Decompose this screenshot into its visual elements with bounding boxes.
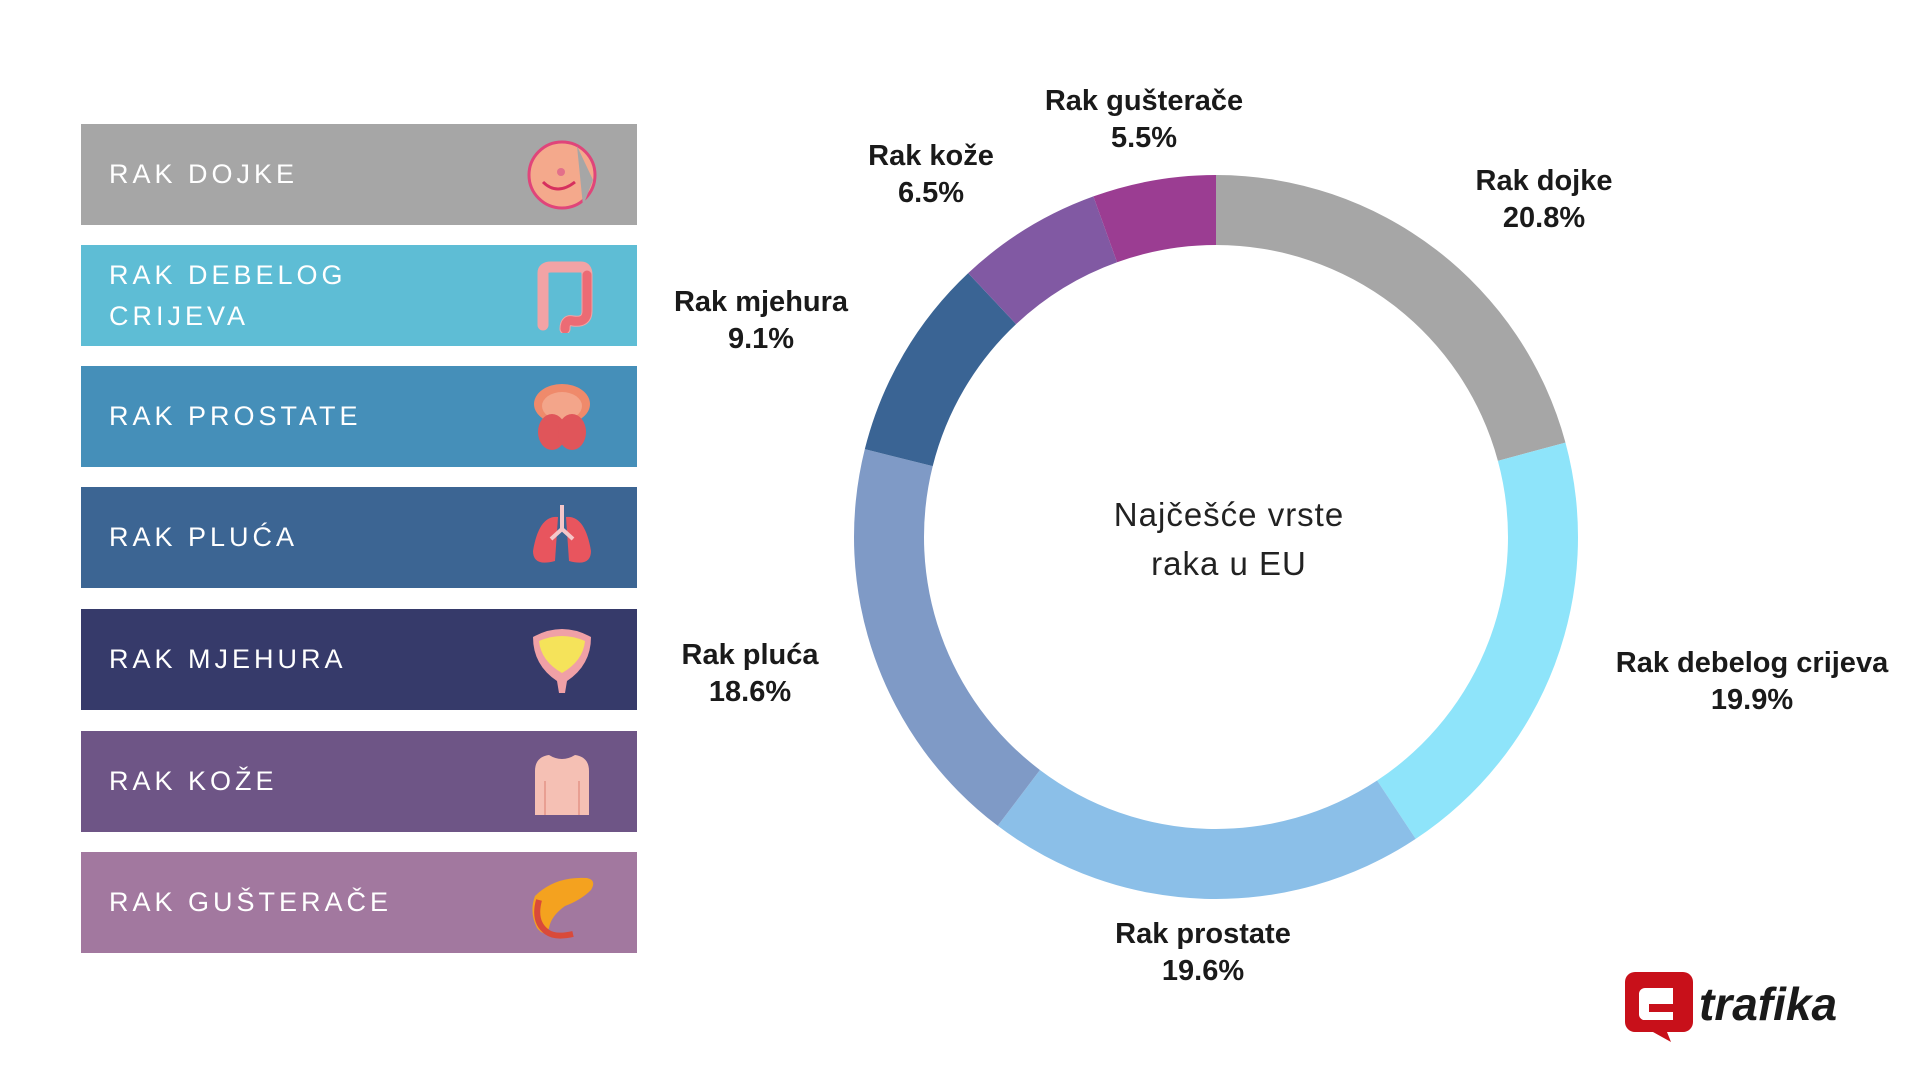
pancreas-icon xyxy=(532,877,594,939)
slice-label-name: Rak mjehura xyxy=(673,286,849,318)
slice-label-name: Rak prostate xyxy=(1115,918,1291,950)
legend-row-label: RAK KOŽE xyxy=(109,766,278,796)
donut-slice-2 xyxy=(997,769,1416,900)
legend-row-label: RAK GUŠTERAČE xyxy=(109,887,393,917)
legend-row: RAK PLUĆA xyxy=(81,487,637,588)
legend-row: RAK GUŠTERAČE xyxy=(81,852,637,953)
slice-label-value: 6.5% xyxy=(897,177,965,209)
donut-slice-3 xyxy=(853,449,1040,826)
slice-label-name: Rak dojke xyxy=(1475,165,1613,197)
slice-label: Rak kože 6.5% xyxy=(868,138,994,212)
slice-label: Rak pluća 18.6% xyxy=(682,637,819,711)
center-title-line-2: raka u EU xyxy=(1151,545,1307,582)
slice-label-value: 19.6% xyxy=(1161,955,1245,987)
legend-row-label: RAK PROSTATE xyxy=(109,401,362,431)
slice-label-value: 5.5% xyxy=(1110,122,1178,154)
slice-label: Rak debelog crijeva 19.9% xyxy=(1616,645,1888,719)
chart-center-title: Najčešće vrste raka u EU xyxy=(1114,490,1344,588)
legend-row-label: RAK PLUĆA xyxy=(109,522,299,552)
legend-row-label: RAK DEBELOG CRIJEVA xyxy=(109,259,347,331)
slice-label-value: 9.1% xyxy=(727,323,795,355)
slice-label: Rak mjehura 9.1% xyxy=(674,284,848,358)
svg-text:trafika: trafika xyxy=(1699,978,1837,1030)
slice-label: Rak dojke 20.8% xyxy=(1476,163,1613,237)
lungs-icon xyxy=(533,505,591,563)
breast-icon xyxy=(527,140,597,210)
legend-row: RAK MJEHURA xyxy=(81,609,637,710)
slice-label-name: Rak gušterače xyxy=(1044,85,1244,117)
donut-slice-6 xyxy=(1093,175,1216,263)
center-title-line-1: Najčešće vrste xyxy=(1113,496,1345,533)
legend-row-label: RAK MJEHURA xyxy=(109,644,347,674)
slice-label-value: 19.9% xyxy=(1710,684,1794,716)
slice-label-value: 18.6% xyxy=(708,676,792,708)
slice-label-value: 20.8% xyxy=(1502,202,1586,234)
slice-label-name: Rak pluća xyxy=(681,639,819,671)
slice-label: Rak gušterače 5.5% xyxy=(1045,83,1243,157)
etrafika-logo: trafika xyxy=(1625,968,1865,1048)
donut-slice-0 xyxy=(1216,175,1566,461)
donut-slice-1 xyxy=(1377,442,1579,839)
skin-icon xyxy=(535,755,589,815)
legend-row: RAK DEBELOG CRIJEVA xyxy=(81,245,637,346)
bladder-icon xyxy=(533,629,591,693)
slice-label-name: Rak kože xyxy=(868,140,994,172)
donut-slice-4 xyxy=(864,273,1017,467)
slice-label-name: Rak debelog crijeva xyxy=(1615,647,1889,679)
legend-row-label: RAK DOJKE xyxy=(109,159,299,189)
legend-row: RAK KOŽE xyxy=(81,731,637,832)
slice-label: Rak prostate 19.6% xyxy=(1115,916,1291,990)
donut-slice-5 xyxy=(968,196,1118,325)
colon-icon xyxy=(537,261,593,333)
legend-row: RAK DOJKE xyxy=(81,124,637,225)
prostate-icon xyxy=(534,384,590,450)
legend-row: RAK PROSTATE xyxy=(81,366,637,467)
